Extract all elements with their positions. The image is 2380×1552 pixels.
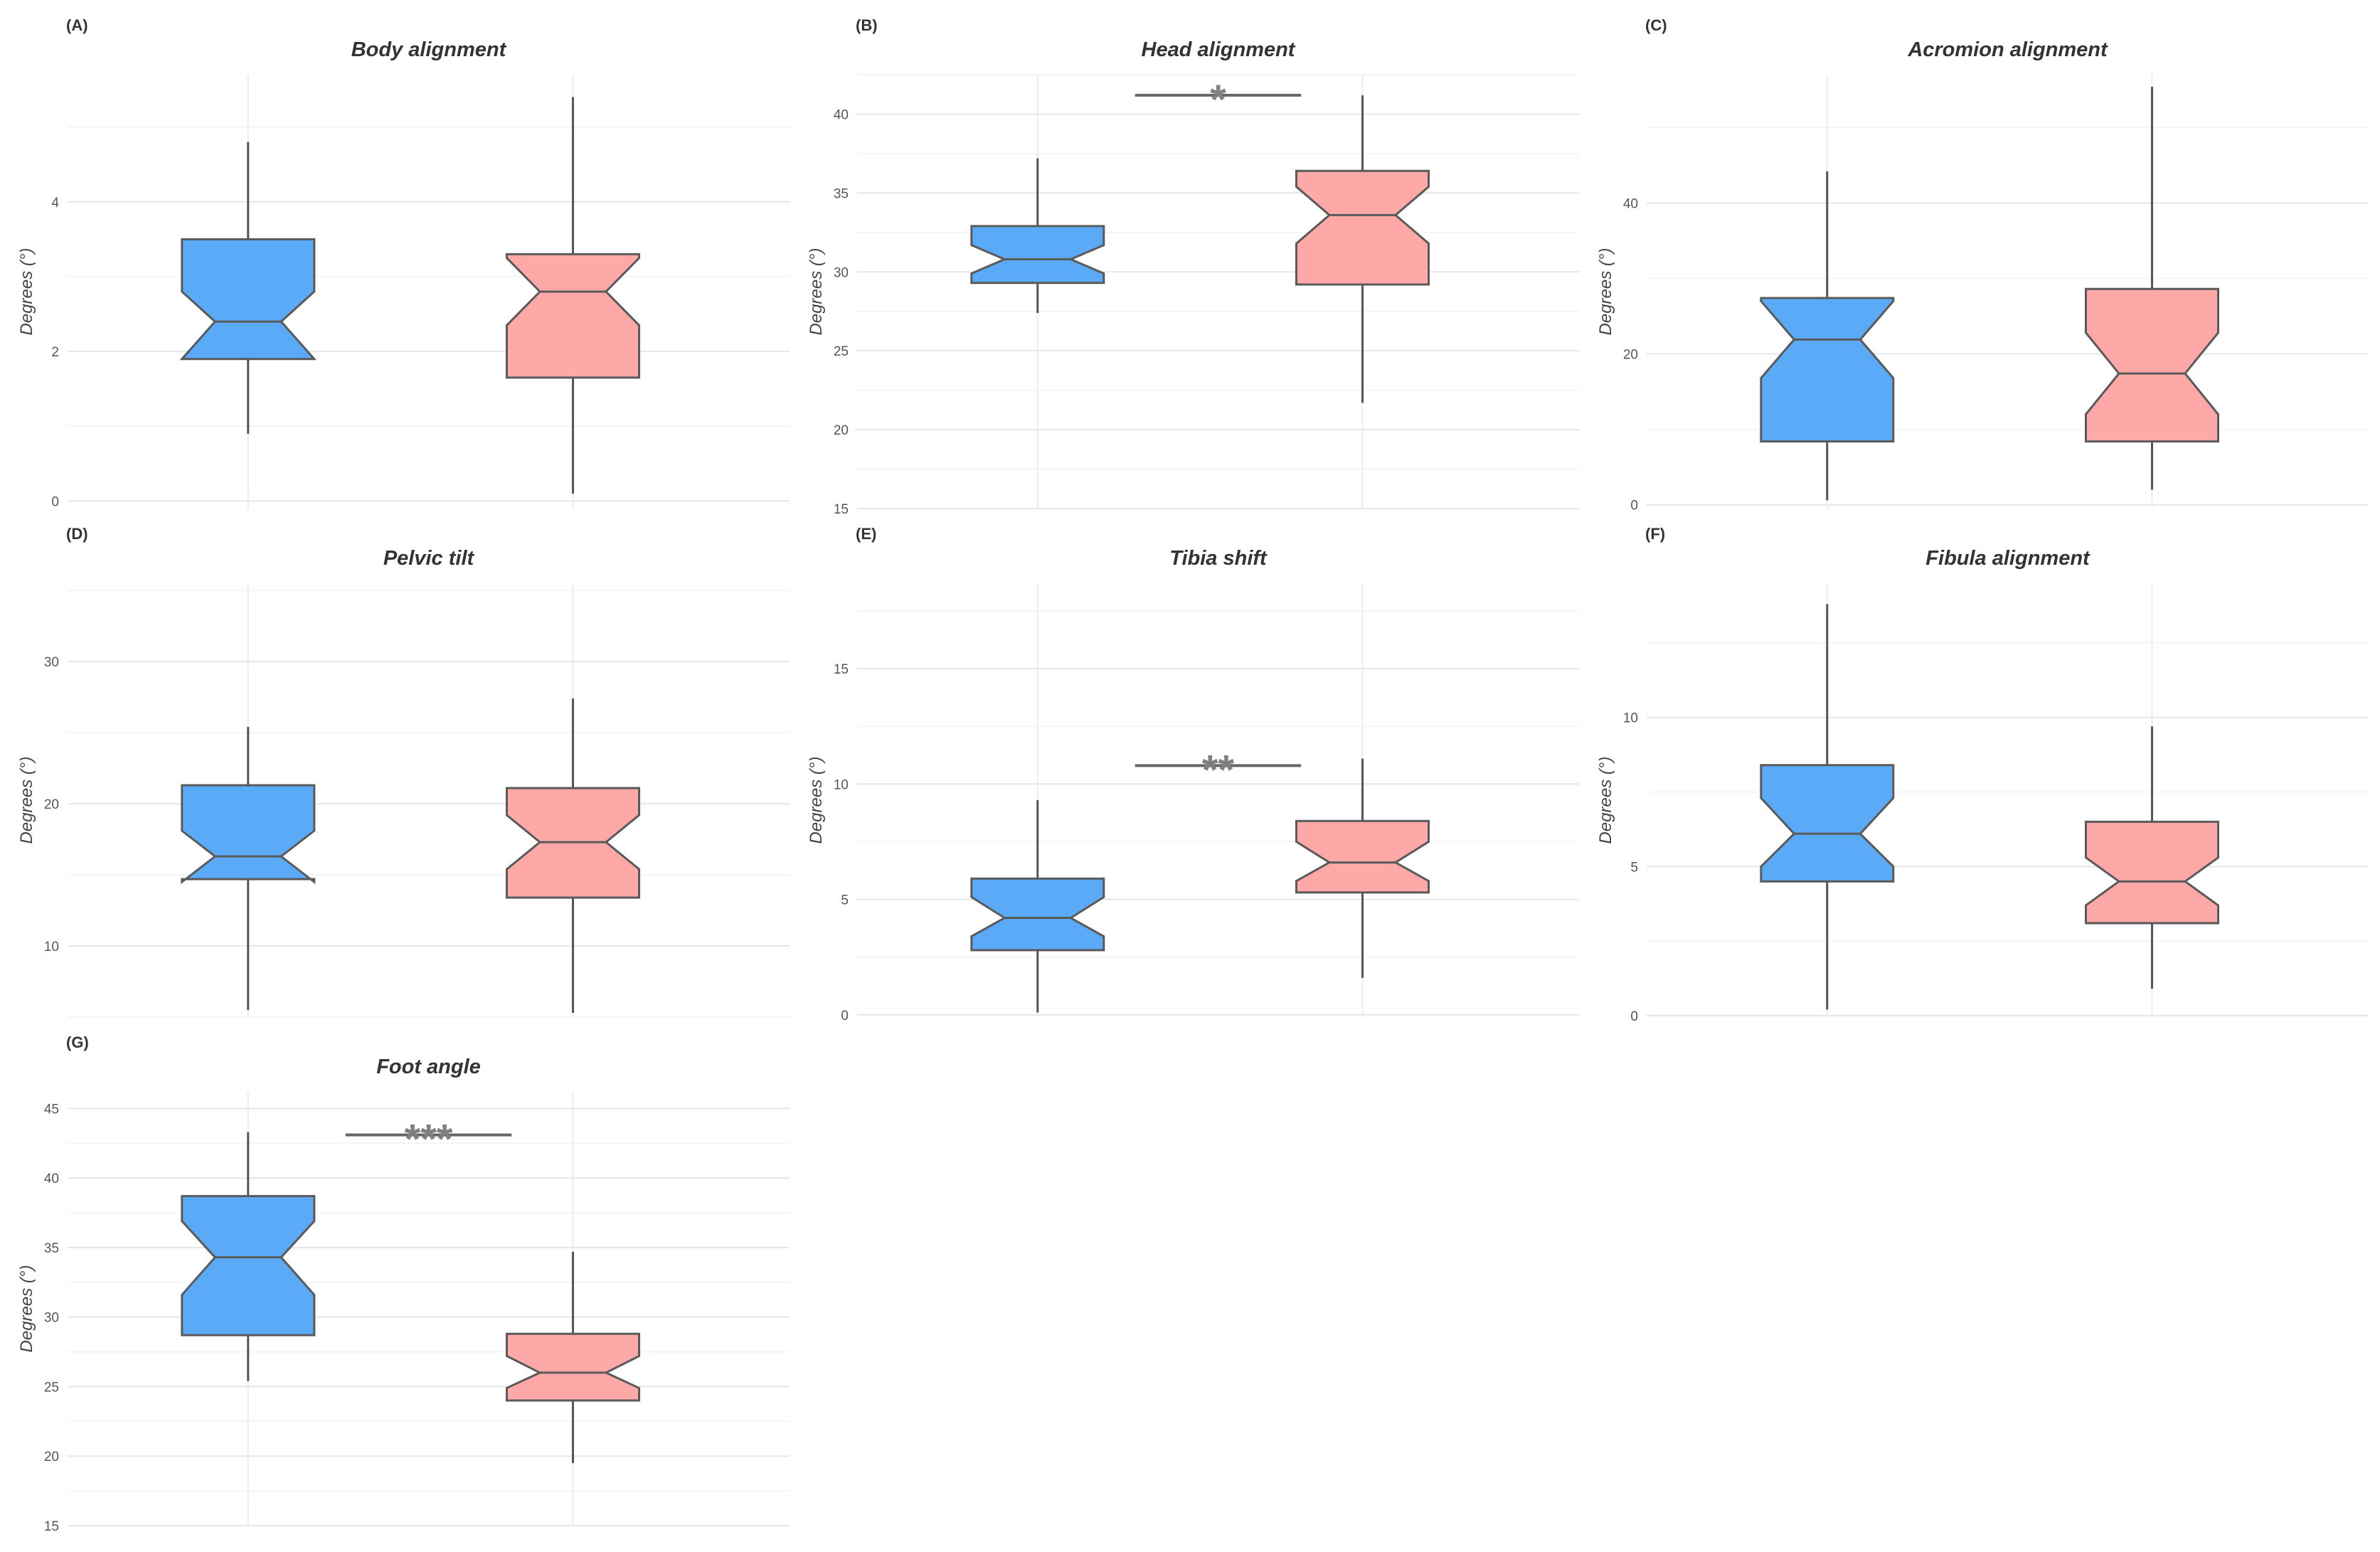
y-tick-label: 4 — [51, 196, 59, 211]
box-group-1 — [1760, 171, 1895, 501]
significance-label: *** — [405, 1117, 453, 1163]
y-tick-label: 40 — [1623, 196, 1638, 211]
panel-label: (C) — [1645, 16, 1667, 34]
y-tick-label: 5 — [841, 893, 849, 908]
y-axis-label: Degrees (°) — [17, 757, 36, 844]
panel-title: Head alignment — [1142, 38, 1296, 61]
y-tick-label: 10 — [1623, 711, 1638, 726]
panel-title: Tibia shift — [1169, 547, 1268, 570]
panel-label: (F) — [1645, 525, 1665, 543]
box-group-1 — [970, 158, 1105, 313]
y-axis-label: Degrees (°) — [1596, 757, 1615, 844]
y-tick-label: 0 — [1630, 1009, 1638, 1024]
panel-label: (D) — [66, 525, 88, 543]
panel-title: Body alignment — [351, 38, 507, 61]
y-tick-label: 40 — [834, 107, 849, 122]
y-axis-label: Degrees (°) — [17, 1265, 36, 1353]
y-tick-label: 20 — [1623, 348, 1638, 363]
y-tick-label: 10 — [834, 777, 849, 792]
y-tick-label: 15 — [44, 1519, 59, 1534]
y-tick-label: 45 — [44, 1102, 59, 1117]
panel-title: Fibula alignment — [1925, 547, 2091, 570]
panel-3: 0 20 40 (C) Acromion alignment Degrees (°) — [1596, 16, 2369, 514]
panel-title: Foot angle — [376, 1056, 481, 1078]
panel-1: 0 2 4 (A) Body alignment Degrees (°) — [17, 16, 790, 509]
notched-box — [970, 225, 1105, 285]
y-axis-label: Degrees (°) — [807, 757, 826, 844]
y-tick-label: 5 — [1630, 860, 1638, 875]
panel-6: 0 5 10 (F) Fibula alignment Degrees (°) — [1596, 525, 2369, 1024]
box-group-2 — [506, 698, 640, 1013]
y-tick-label: 10 — [44, 940, 59, 955]
y-tick-label: 30 — [44, 655, 59, 670]
y-tick-label: 20 — [834, 423, 849, 438]
panel-title: Acromion alignment — [1907, 38, 2108, 61]
y-tick-label: 0 — [1630, 499, 1638, 514]
panel-7: 15 20 25 30 35 40 45 (G) Foot angle Degrees (°) **… — [17, 1033, 790, 1534]
y-tick-label: 0 — [841, 1009, 849, 1024]
box-group-2 — [506, 97, 640, 494]
panel-label: (A) — [66, 16, 88, 34]
notched-box — [179, 238, 317, 361]
notched-box — [1295, 819, 1430, 894]
box-group-1 — [179, 142, 317, 434]
y-tick-label: 30 — [834, 265, 849, 280]
notched-box — [1760, 297, 1895, 443]
y-axis-label: Degrees (°) — [17, 248, 36, 336]
box-group-1 — [181, 727, 316, 1010]
notched-box — [506, 1332, 640, 1402]
box-group-2 — [2085, 86, 2219, 490]
significance-label: ** — [1202, 747, 1235, 793]
panel-label: (B) — [856, 16, 878, 34]
y-tick-label: 0 — [51, 494, 59, 509]
y-axis-label: Degrees (°) — [807, 248, 826, 336]
y-tick-label: 15 — [834, 662, 849, 677]
y-tick-label: 35 — [834, 186, 849, 201]
panel-2: 15 20 25 30 35 40 (B) Head alignment Degrees (°)… — [807, 16, 1579, 517]
y-tick-label: 40 — [44, 1171, 59, 1186]
panel-label: (E) — [856, 525, 876, 543]
panel-5: 0 5 10 15 (E) Tibia shift Degrees (°) ** — [807, 525, 1579, 1024]
notched-box — [181, 1195, 316, 1336]
y-tick-label: 20 — [44, 797, 59, 812]
y-tick-label: 2 — [51, 345, 59, 360]
y-tick-label: 20 — [44, 1450, 59, 1465]
box-group-1 — [181, 1132, 316, 1381]
notched-box — [506, 253, 640, 379]
panel-label: (G) — [66, 1033, 89, 1051]
y-tick-label: 35 — [44, 1241, 59, 1256]
y-tick-label: 30 — [44, 1311, 59, 1326]
notched-box — [2085, 820, 2219, 925]
notched-box — [970, 877, 1105, 952]
significance-label: * — [1210, 77, 1226, 123]
notched-box — [1760, 764, 1895, 883]
notched-box — [2085, 287, 2219, 443]
y-axis-label: Degrees (°) — [1596, 248, 1615, 336]
notched-box — [1295, 169, 1430, 286]
y-tick-label: 15 — [834, 502, 849, 517]
notched-box — [181, 784, 316, 885]
box-group-2 — [506, 1251, 640, 1464]
panel-4: 10 20 30 (D) Pelvic tilt Degrees (°) — [17, 525, 790, 1018]
y-tick-label: 25 — [44, 1380, 59, 1395]
box-group-2 — [1295, 758, 1430, 978]
box-group-1 — [1760, 604, 1895, 1010]
y-tick-label: 25 — [834, 344, 849, 359]
box-group-2 — [2085, 726, 2219, 989]
panel-title: Pelvic tilt — [383, 547, 475, 570]
box-group-1 — [970, 800, 1105, 1013]
box-group-2 — [1295, 95, 1430, 403]
